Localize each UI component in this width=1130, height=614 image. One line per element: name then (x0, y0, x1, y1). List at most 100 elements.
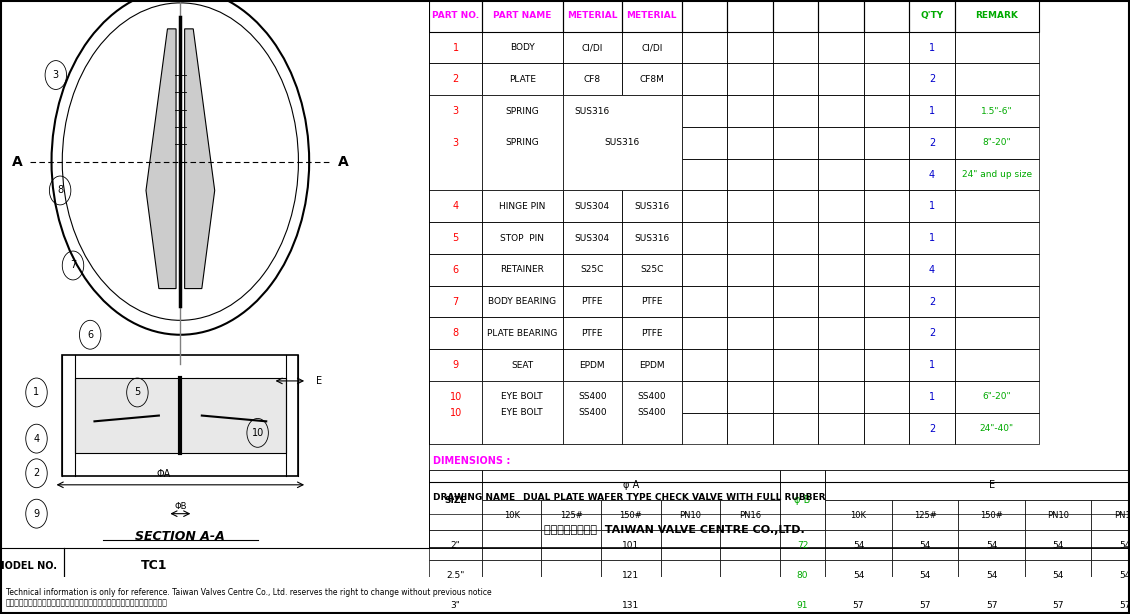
FancyBboxPatch shape (825, 500, 892, 530)
FancyBboxPatch shape (481, 561, 541, 591)
FancyBboxPatch shape (601, 500, 661, 530)
Text: 1: 1 (453, 42, 459, 53)
Text: 2: 2 (929, 74, 936, 84)
Text: PN16: PN16 (739, 511, 760, 520)
Text: 7: 7 (70, 260, 76, 271)
Text: SUS316: SUS316 (575, 107, 610, 115)
Text: PLATE: PLATE (508, 75, 536, 84)
FancyBboxPatch shape (720, 530, 780, 561)
Text: PLATE BEARING: PLATE BEARING (487, 329, 557, 338)
Text: E: E (315, 376, 322, 386)
Text: REMARK: REMARK (975, 12, 1018, 20)
Text: 2": 2" (451, 541, 461, 550)
FancyBboxPatch shape (541, 530, 601, 561)
Text: 54: 54 (1052, 571, 1063, 580)
Text: 3: 3 (53, 70, 59, 80)
FancyBboxPatch shape (1025, 561, 1092, 591)
FancyBboxPatch shape (1025, 591, 1092, 614)
FancyBboxPatch shape (541, 591, 601, 614)
Text: 150#: 150# (619, 511, 642, 520)
Text: 54: 54 (1119, 571, 1130, 580)
Text: 24" and up size: 24" and up size (962, 170, 1032, 179)
Text: 101: 101 (623, 541, 640, 550)
Text: E: E (989, 480, 994, 491)
Text: 72: 72 (797, 541, 808, 550)
FancyBboxPatch shape (661, 561, 720, 591)
Text: 5: 5 (134, 387, 140, 397)
FancyBboxPatch shape (481, 591, 541, 614)
FancyBboxPatch shape (720, 561, 780, 591)
Text: 中郡股份有限公司  TAIWAN VALVE CENTRE CO.,LTD.: 中郡股份有限公司 TAIWAN VALVE CENTRE CO.,LTD. (545, 524, 805, 535)
Text: 10: 10 (252, 428, 263, 438)
FancyBboxPatch shape (780, 591, 825, 614)
Text: 1: 1 (929, 106, 936, 116)
Text: 57: 57 (853, 601, 864, 610)
FancyBboxPatch shape (429, 561, 481, 591)
FancyBboxPatch shape (1092, 591, 1130, 614)
Text: 10K: 10K (504, 511, 520, 520)
FancyBboxPatch shape (892, 500, 958, 530)
FancyBboxPatch shape (958, 500, 1025, 530)
FancyBboxPatch shape (429, 530, 481, 561)
Text: EPDM: EPDM (640, 360, 664, 370)
Text: 技術資料供作參考用途，中郡公司保留對產品設計的更改，不另行通知的權利。: 技術資料供作參考用途，中郡公司保留對產品設計的更改，不另行通知的權利。 (6, 599, 167, 608)
Text: 4: 4 (453, 201, 459, 211)
FancyBboxPatch shape (825, 470, 1130, 500)
Text: 125#: 125# (559, 511, 583, 520)
Text: 54: 54 (1052, 541, 1063, 550)
Text: 1: 1 (929, 42, 936, 53)
Text: PN10: PN10 (1048, 511, 1069, 520)
Polygon shape (184, 29, 215, 289)
Text: 54: 54 (920, 571, 931, 580)
Text: STOP  PIN: STOP PIN (501, 233, 545, 243)
Text: EYE BOLT: EYE BOLT (502, 392, 544, 402)
FancyBboxPatch shape (75, 378, 286, 453)
FancyBboxPatch shape (958, 591, 1025, 614)
Text: SUS304: SUS304 (575, 233, 610, 243)
FancyBboxPatch shape (780, 530, 825, 561)
Text: CF8M: CF8M (640, 75, 664, 84)
Text: PART NAME: PART NAME (493, 12, 551, 20)
Text: 54: 54 (986, 541, 998, 550)
FancyBboxPatch shape (720, 500, 780, 530)
Text: HINGE PIN: HINGE PIN (499, 202, 546, 211)
Text: SS400: SS400 (577, 392, 607, 402)
FancyBboxPatch shape (62, 355, 298, 476)
Text: BODY: BODY (510, 43, 534, 52)
Text: 7: 7 (452, 297, 459, 306)
Text: 54: 54 (1119, 541, 1130, 550)
FancyBboxPatch shape (825, 591, 892, 614)
Text: 10K: 10K (851, 511, 867, 520)
Text: 2: 2 (452, 74, 459, 84)
FancyBboxPatch shape (892, 591, 958, 614)
FancyBboxPatch shape (1092, 561, 1130, 591)
FancyBboxPatch shape (481, 95, 563, 190)
Text: SS400: SS400 (637, 408, 667, 417)
Text: S25C: S25C (581, 265, 603, 274)
Text: φ A: φ A (623, 480, 638, 491)
Text: 8: 8 (453, 328, 459, 338)
Text: PN16: PN16 (1114, 511, 1130, 520)
FancyBboxPatch shape (1025, 530, 1092, 561)
FancyBboxPatch shape (481, 470, 780, 500)
Text: CF8: CF8 (584, 75, 601, 84)
Text: 54: 54 (920, 541, 931, 550)
FancyBboxPatch shape (825, 561, 892, 591)
FancyBboxPatch shape (958, 530, 1025, 561)
FancyBboxPatch shape (481, 500, 541, 530)
Text: 9: 9 (34, 508, 40, 519)
FancyBboxPatch shape (429, 95, 481, 190)
FancyBboxPatch shape (563, 381, 622, 445)
Text: 6: 6 (453, 265, 459, 275)
FancyBboxPatch shape (622, 381, 681, 445)
Text: 57: 57 (985, 601, 998, 610)
FancyBboxPatch shape (1025, 500, 1092, 530)
FancyBboxPatch shape (780, 561, 825, 591)
Text: 1: 1 (929, 360, 936, 370)
FancyBboxPatch shape (892, 530, 958, 561)
Text: 1: 1 (929, 201, 936, 211)
Text: MODEL NO.: MODEL NO. (0, 561, 56, 570)
FancyBboxPatch shape (481, 530, 541, 561)
FancyBboxPatch shape (429, 591, 481, 614)
Text: 6"-20": 6"-20" (983, 392, 1011, 402)
